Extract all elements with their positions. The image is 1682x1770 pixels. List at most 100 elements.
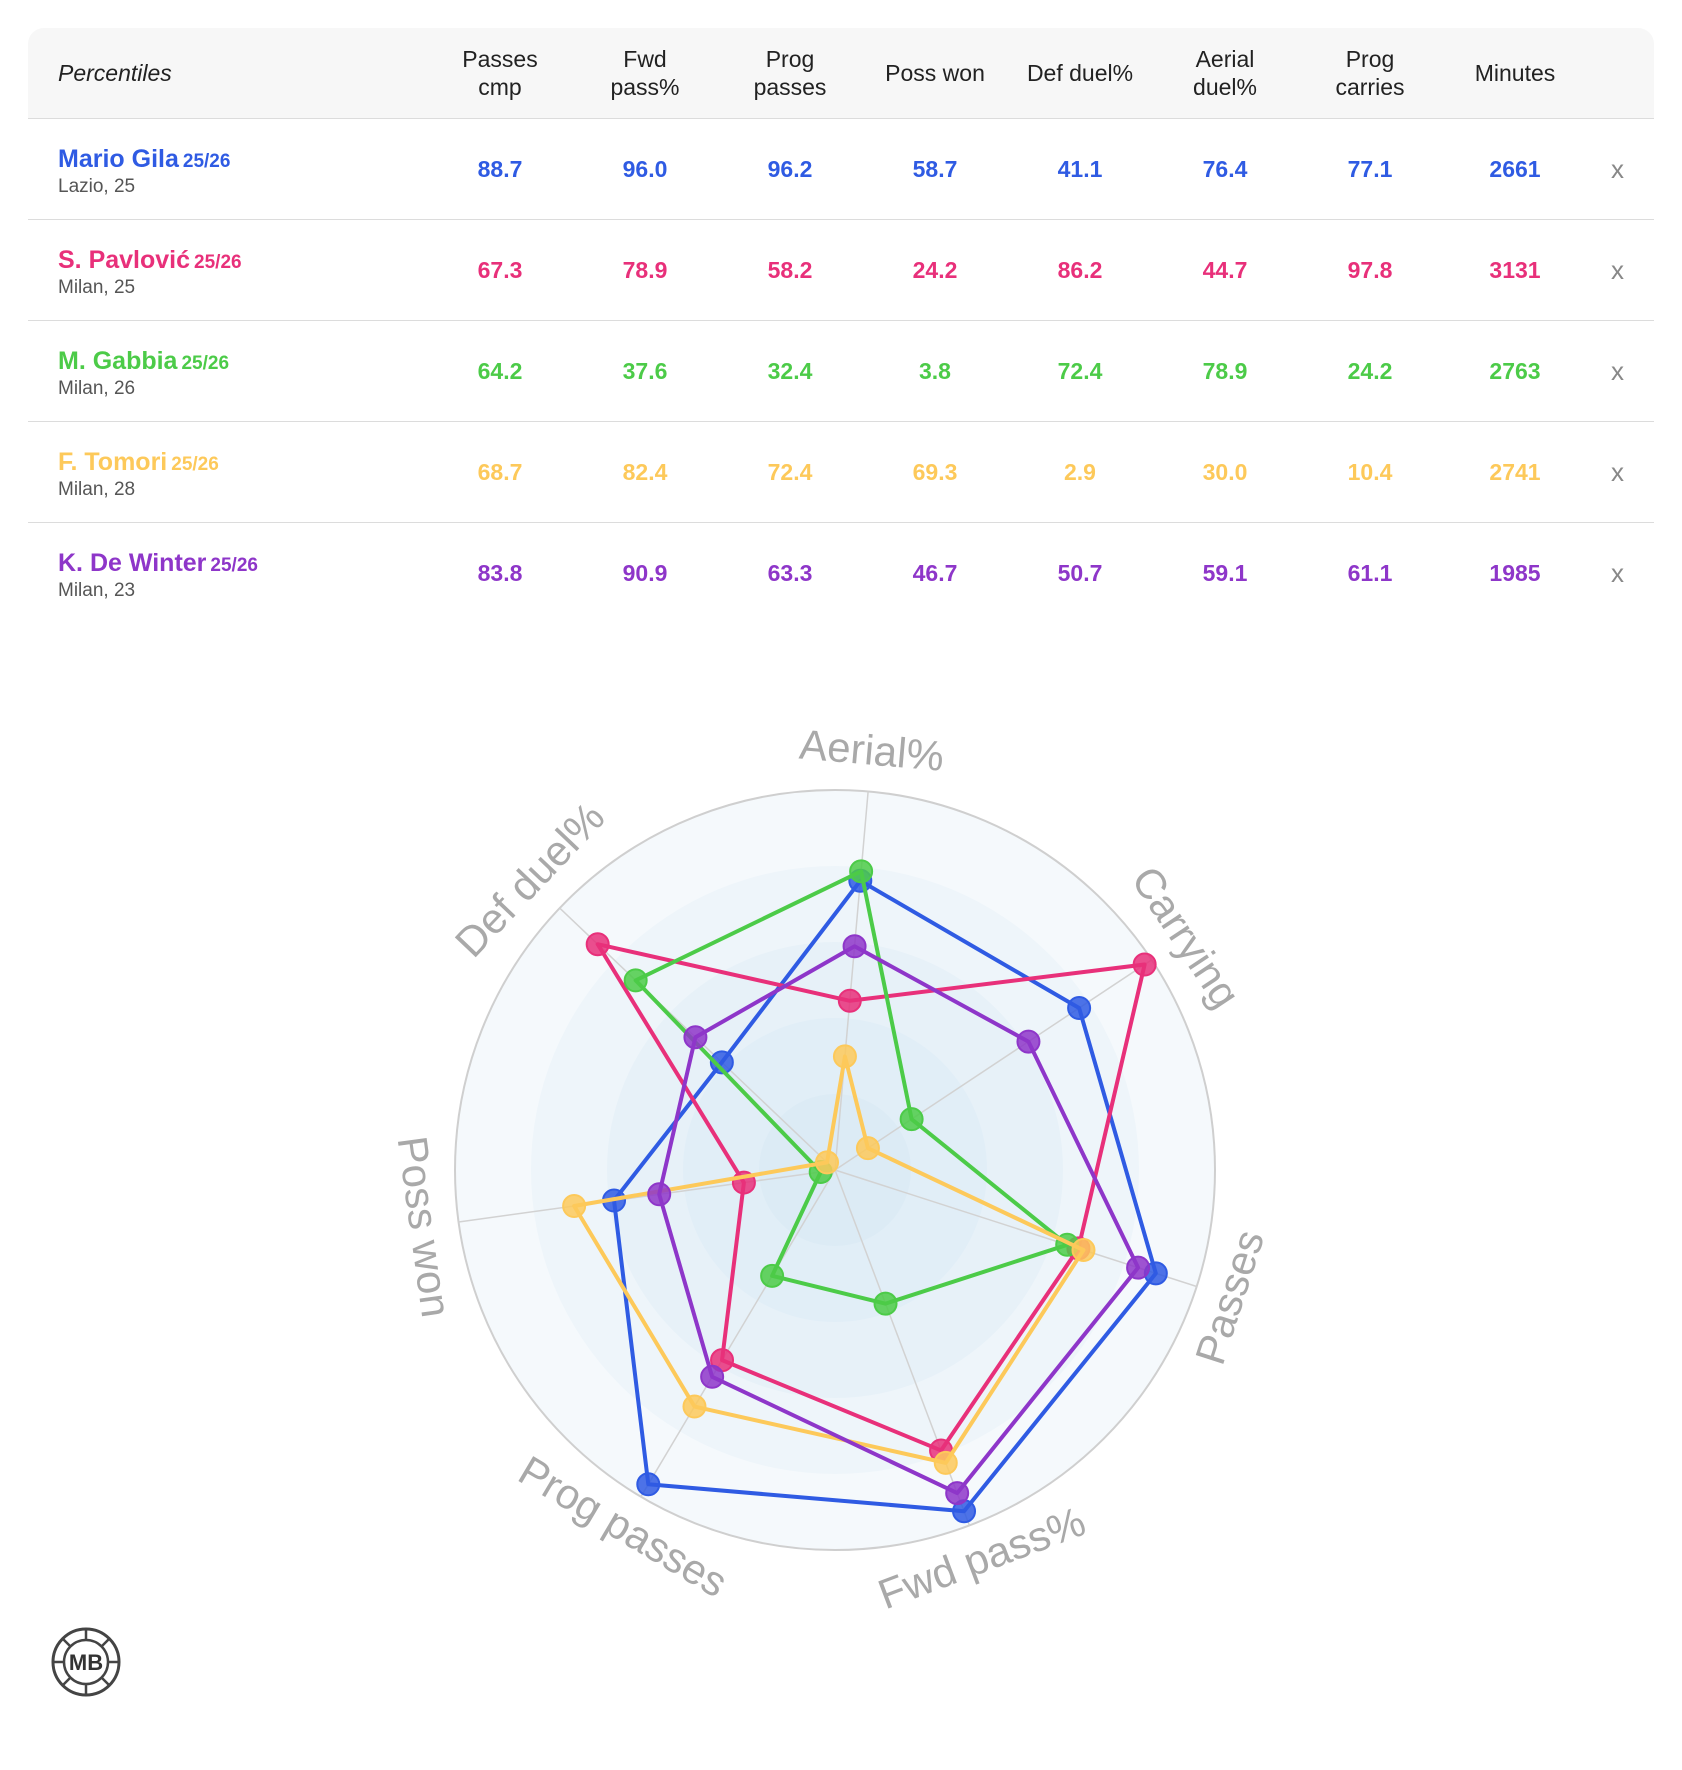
column-header[interactable]: Aerial duel%: [1160, 28, 1290, 118]
column-header-line1: Def duel%: [1026, 60, 1134, 86]
radar-series-line: [633, 869, 1070, 1306]
column-header-line1: Prog: [1345, 46, 1395, 72]
table-row: S. Pavlović 25/26 Milan, 25 67.3 78.9 58.2 24.…: [28, 220, 1654, 321]
radar-point[interactable]: [760, 1263, 785, 1288]
player-info: Milan, 25: [58, 277, 136, 298]
value-cell: 59.1: [1202, 559, 1248, 586]
radar-point[interactable]: [647, 1182, 672, 1207]
comparison-table: Percentiles Passes cmp Fwd pass% Prog passes P…: [28, 28, 1654, 623]
table-row: K. De Winter 25/26 Milan, 23 83.8 90.9 63.3 46…: [28, 523, 1654, 623]
player-name[interactable]: F. Tomori: [58, 448, 168, 476]
radar-point[interactable]: [585, 932, 610, 957]
value-cell: 58.7: [912, 155, 958, 182]
radar-series-line: [657, 944, 1141, 1496]
value-cell: 10.4: [1347, 458, 1393, 485]
column-header-line2: pass%: [610, 74, 680, 100]
radar-point[interactable]: [855, 1136, 880, 1161]
logo-icon: MB: [51, 1627, 121, 1697]
radar-point[interactable]: [1126, 1255, 1151, 1280]
column-header[interactable]: Prog passes: [725, 28, 855, 118]
player-name[interactable]: Mario Gila: [58, 145, 179, 173]
value-cell: 41.1: [1057, 155, 1103, 182]
radar-point[interactable]: [636, 1472, 661, 1497]
column-header[interactable]: Def duel%: [1015, 28, 1145, 118]
remove-player-button[interactable]: x: [1611, 153, 1624, 184]
remove-player-button[interactable]: x: [1611, 355, 1624, 386]
radar-point[interactable]: [1016, 1029, 1041, 1054]
radar-point[interactable]: [709, 1050, 734, 1075]
column-header-line2: carries: [1335, 74, 1405, 100]
radar-point[interactable]: [899, 1107, 924, 1132]
radar-spoke: [458, 1169, 836, 1223]
value-cell: 72.4: [1057, 357, 1103, 384]
value-cell: 30.0: [1202, 458, 1248, 485]
column-header-line1: Prog: [765, 46, 815, 72]
radar-point[interactable]: [849, 859, 874, 884]
value-cell: 82.4: [622, 458, 668, 485]
value-cell: 58.2: [767, 256, 813, 283]
value-cell: 78.9: [1202, 357, 1248, 384]
value-cell: 97.8: [1347, 256, 1393, 283]
remove-player-button[interactable]: x: [1611, 456, 1624, 487]
value-cell: 69.3: [912, 458, 958, 485]
value-cell: 24.2: [1347, 357, 1393, 384]
column-header[interactable]: Minutes: [1450, 28, 1580, 118]
player-info: Milan, 26: [58, 378, 136, 399]
column-header[interactable]: Passes cmp: [435, 28, 565, 118]
radar-point[interactable]: [837, 988, 862, 1013]
value-cell: 96.0: [622, 155, 668, 182]
radar-point[interactable]: [815, 1150, 840, 1175]
radar-point[interactable]: [683, 1025, 708, 1050]
radar-point[interactable]: [842, 934, 867, 959]
value-cell: 90.9: [622, 559, 668, 586]
column-header-line2: duel%: [1193, 74, 1257, 100]
value-cell: 64.2: [477, 357, 523, 384]
radar-point[interactable]: [1067, 995, 1092, 1020]
column-header-line1: Passes: [462, 46, 538, 72]
player-season: 25/26: [182, 151, 231, 172]
radar-point[interactable]: [1071, 1238, 1096, 1263]
radar-axis-label: Poss won: [389, 1133, 460, 1320]
radar-point[interactable]: [832, 1044, 857, 1069]
player-name[interactable]: M. Gabbia: [58, 347, 178, 375]
value-cell: 61.1: [1347, 559, 1393, 586]
player-cell[interactable]: Mario Gila 25/26 Lazio, 25: [58, 145, 230, 198]
radar-point[interactable]: [623, 968, 648, 993]
value-cell: 86.2: [1057, 256, 1103, 283]
radar-point[interactable]: [945, 1481, 970, 1506]
player-cell[interactable]: M. Gabbia 25/26 Milan, 26: [58, 347, 229, 400]
player-cell[interactable]: S. Pavlović 25/26 Milan, 25: [58, 246, 242, 299]
value-cell: 2741: [1489, 458, 1541, 485]
remove-player-button[interactable]: x: [1611, 254, 1624, 285]
radar-point[interactable]: [873, 1291, 898, 1316]
percentiles-label: Percentiles: [58, 59, 172, 86]
column-header[interactable]: Fwd pass%: [580, 28, 710, 118]
remove-player-button[interactable]: x: [1611, 557, 1624, 588]
player-season: 25/26: [171, 454, 219, 475]
radar-point[interactable]: [1132, 952, 1157, 977]
value-cell: 46.7: [912, 559, 958, 586]
table-row: Mario Gila 25/26 Lazio, 25 88.7 96.0 96.2 58.7…: [28, 119, 1654, 220]
radar-spoke: [834, 959, 1153, 1171]
value-cell: 2.9: [1064, 458, 1096, 485]
value-cell: 68.7: [477, 458, 523, 485]
player-name[interactable]: K. De Winter: [58, 549, 207, 577]
player-name[interactable]: S. Pavlović: [58, 246, 191, 274]
player-cell[interactable]: F. Tomori 25/26 Milan, 28: [58, 448, 219, 501]
logo-text: MB: [69, 1650, 103, 1675]
player-cell[interactable]: K. De Winter 25/26 Milan, 23: [58, 549, 258, 602]
player-info: Lazio, 25: [58, 176, 136, 197]
radar-spoke: [640, 1169, 836, 1498]
value-cell: 83.8: [477, 559, 523, 586]
radar-point[interactable]: [682, 1394, 707, 1419]
value-cell: 1985: [1489, 559, 1541, 586]
column-header[interactable]: Prog carries: [1305, 28, 1435, 118]
radar-point[interactable]: [562, 1193, 587, 1218]
value-cell: 37.6: [622, 357, 668, 384]
value-cell: 67.3: [477, 256, 523, 283]
radar-point[interactable]: [700, 1364, 725, 1389]
radar-point[interactable]: [933, 1450, 958, 1475]
column-header[interactable]: Poss won: [870, 28, 1000, 118]
value-cell: 32.4: [767, 357, 813, 384]
